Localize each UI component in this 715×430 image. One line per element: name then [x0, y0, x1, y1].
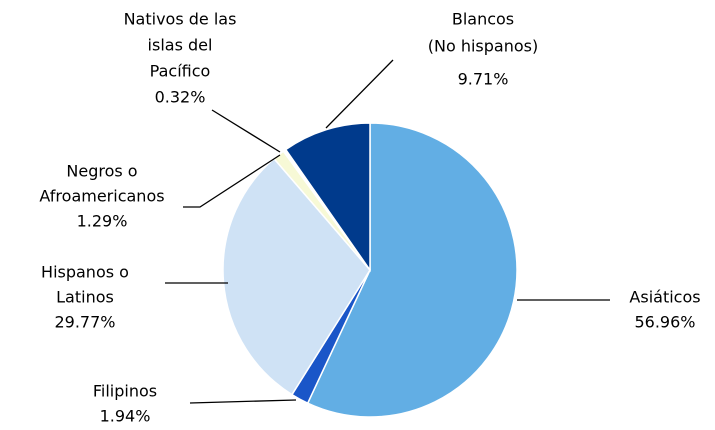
value-label: 56.96% — [634, 313, 695, 332]
slice-label: Asiáticos — [629, 288, 700, 307]
pie-slice — [222, 157, 371, 396]
slice-label: islas del — [148, 36, 213, 55]
slice-label: Afroamericanos — [39, 187, 164, 206]
slice-label: Nativos de las — [124, 10, 237, 29]
slice-label: Filipinos — [93, 382, 157, 401]
leader-line — [211, 109, 281, 153]
slice-label: Hispanos o — [41, 263, 129, 282]
leader-line — [189, 399, 297, 404]
value-label: 9.71% — [458, 70, 509, 89]
slice-label: (No hispanos) — [428, 37, 538, 56]
value-label: 1.94% — [100, 407, 151, 426]
pie-slice — [284, 122, 371, 273]
value-label: 1.29% — [77, 212, 128, 231]
slice-label: Pacífico — [150, 62, 211, 81]
slice-label: Negros o — [66, 162, 137, 181]
leader-line — [325, 59, 394, 129]
value-label: 29.77% — [54, 313, 115, 332]
value-label: 0.32% — [155, 88, 206, 107]
pie-slice — [306, 122, 518, 418]
leader-line — [183, 154, 281, 208]
slice-label: Blancos — [452, 10, 514, 29]
slice-label: Latinos — [56, 288, 114, 307]
